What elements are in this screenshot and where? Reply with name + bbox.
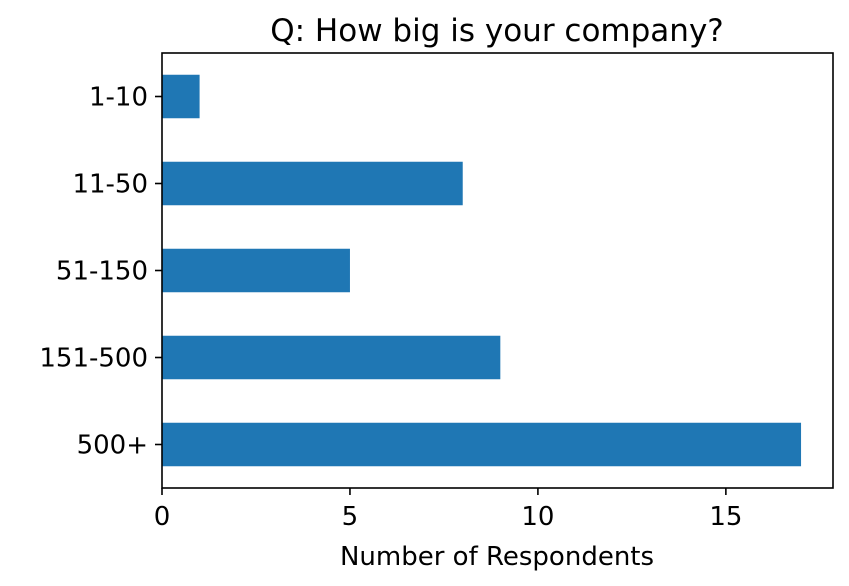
bar-51-150	[162, 248, 350, 293]
y-tick-label: 500+	[77, 431, 148, 461]
y-axis: 1-10 11-50 51-150 151-500 500+	[39, 83, 162, 461]
y-tick-label: 151-500	[39, 344, 148, 374]
bar-500+	[162, 422, 802, 467]
chart-title: Q: How big is your company?	[270, 13, 724, 49]
bar-11-50	[162, 161, 463, 206]
y-tick-label: 11-50	[72, 170, 148, 200]
bar-1-10	[162, 74, 200, 119]
y-tick-label: 51-150	[56, 257, 148, 287]
bars-group	[162, 74, 802, 467]
x-tick-label: 15	[709, 502, 742, 532]
x-axis: 0 5 10 15	[154, 488, 742, 532]
x-tick-label: 5	[342, 502, 359, 532]
y-tick-label: 1-10	[89, 83, 148, 113]
bar-151-500	[162, 335, 501, 380]
x-tick-label: 0	[154, 502, 171, 532]
x-tick-label: 10	[521, 502, 554, 532]
plot-frame	[161, 52, 834, 489]
x-axis-label: Number of Respondents	[340, 542, 654, 572]
